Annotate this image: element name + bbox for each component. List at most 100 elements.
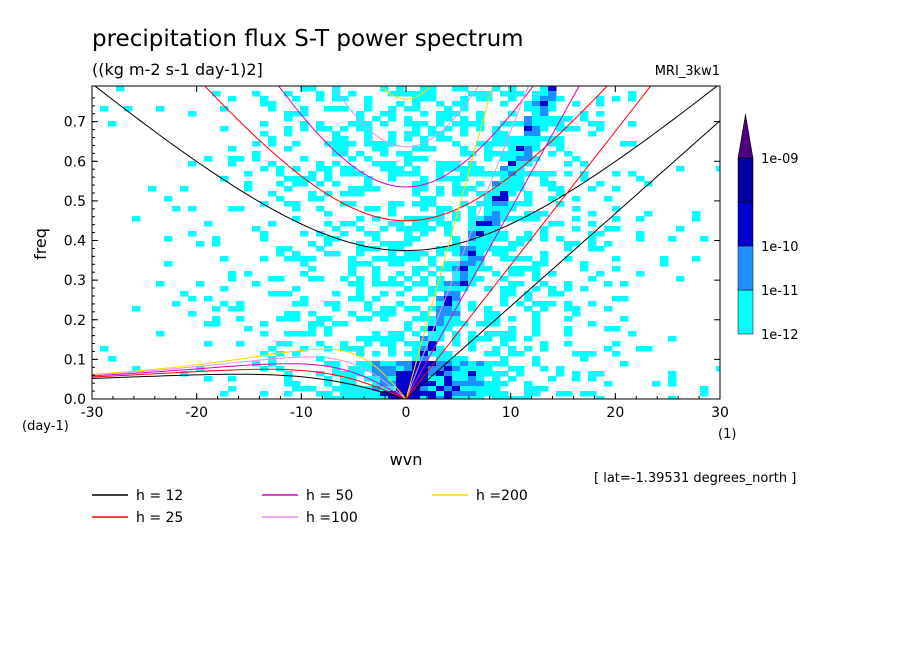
power-cell: [412, 381, 421, 387]
power-cell: [204, 341, 213, 347]
power-cell: [612, 206, 621, 212]
power-cell: [220, 301, 229, 307]
power-cell: [260, 231, 269, 237]
power-cell: [348, 261, 357, 267]
power-cell: [540, 136, 549, 142]
power-cell: [276, 341, 285, 347]
power-cell: [564, 331, 573, 337]
power-cell: [436, 221, 445, 227]
power-cell: [396, 246, 405, 252]
power-cell: [324, 166, 333, 172]
power-cell: [444, 161, 453, 167]
power-cell: [348, 396, 357, 399]
power-cell: [484, 321, 493, 327]
power-cell: [220, 106, 229, 112]
power-cell: [444, 206, 453, 212]
power-cell: [596, 111, 605, 117]
power-cell: [564, 391, 573, 397]
power-cell: [396, 331, 405, 337]
power-cell: [276, 316, 285, 322]
power-cell: [620, 296, 629, 302]
power-cell: [588, 321, 597, 327]
power-cell: [108, 356, 117, 362]
power-cell: [300, 271, 309, 277]
power-cell: [500, 391, 509, 397]
power-cell: [284, 381, 293, 387]
power-cell: [452, 336, 461, 342]
power-cell: [484, 336, 493, 342]
power-cell: [380, 146, 389, 152]
power-cell: [348, 256, 357, 262]
power-cell: [516, 91, 525, 97]
power-cell: [476, 216, 485, 222]
power-cell: [532, 126, 541, 132]
power-cell: [556, 126, 565, 132]
legend-label: h = 25: [136, 510, 183, 526]
power-cell: [252, 226, 261, 232]
power-cell: [356, 386, 365, 392]
kelvin-curve: [405, 86, 494, 399]
power-cell: [436, 166, 445, 172]
power-cell: [396, 271, 405, 277]
power-cell: [300, 296, 309, 302]
power-cell: [332, 301, 341, 307]
power-cell: [524, 116, 533, 122]
power-cell: [452, 271, 461, 277]
power-cell: [372, 206, 381, 212]
power-cell: [604, 226, 613, 232]
power-cell: [228, 276, 237, 282]
power-cell: [532, 116, 541, 122]
power-cell: [428, 396, 437, 399]
power-cell: [468, 281, 477, 287]
power-cell: [532, 106, 541, 112]
power-cell: [476, 336, 485, 342]
power-cell: [492, 381, 501, 387]
power-cell: [540, 236, 549, 242]
power-cell: [580, 286, 589, 292]
power-cell: [524, 396, 533, 399]
power-cell: [556, 366, 565, 372]
power-cell: [380, 111, 389, 117]
power-cell: [588, 241, 597, 247]
power-cell: [308, 196, 317, 202]
power-cell: [556, 221, 565, 227]
power-cell: [556, 291, 565, 297]
power-cell: [548, 91, 557, 97]
power-cell: [260, 96, 269, 102]
power-cell: [428, 316, 437, 322]
power-cell: [220, 126, 229, 132]
y-tick-label: 0.6: [64, 154, 86, 170]
power-cell: [412, 221, 421, 227]
power-cell: [588, 391, 597, 397]
power-cell: [492, 181, 501, 187]
power-cell: [324, 176, 333, 182]
power-cell: [348, 221, 357, 227]
power-cell: [388, 361, 397, 367]
power-cell: [268, 101, 277, 107]
power-cell: [132, 366, 141, 372]
power-cell: [604, 306, 613, 312]
power-cell: [396, 281, 405, 287]
power-cell: [396, 241, 405, 247]
kelvin-curve: [405, 86, 580, 399]
power-cell: [468, 266, 477, 272]
power-cell: [508, 171, 517, 177]
power-cell: [524, 201, 533, 207]
power-cell: [436, 191, 445, 197]
power-cell: [388, 351, 397, 357]
power-cell: [420, 201, 429, 207]
power-cell: [572, 216, 581, 222]
power-cell: [516, 151, 525, 157]
power-cell: [596, 371, 605, 377]
x-axis-title: wvn: [390, 450, 423, 469]
power-cell: [676, 226, 685, 232]
power-cell: [420, 146, 429, 152]
power-cell: [388, 176, 397, 182]
power-cell: [532, 276, 541, 282]
power-cell: [428, 381, 437, 387]
power-cell: [316, 246, 325, 252]
power-cell: [420, 196, 429, 202]
power-cell: [316, 121, 325, 127]
power-cell: [524, 336, 533, 342]
power-cell: [460, 361, 469, 367]
